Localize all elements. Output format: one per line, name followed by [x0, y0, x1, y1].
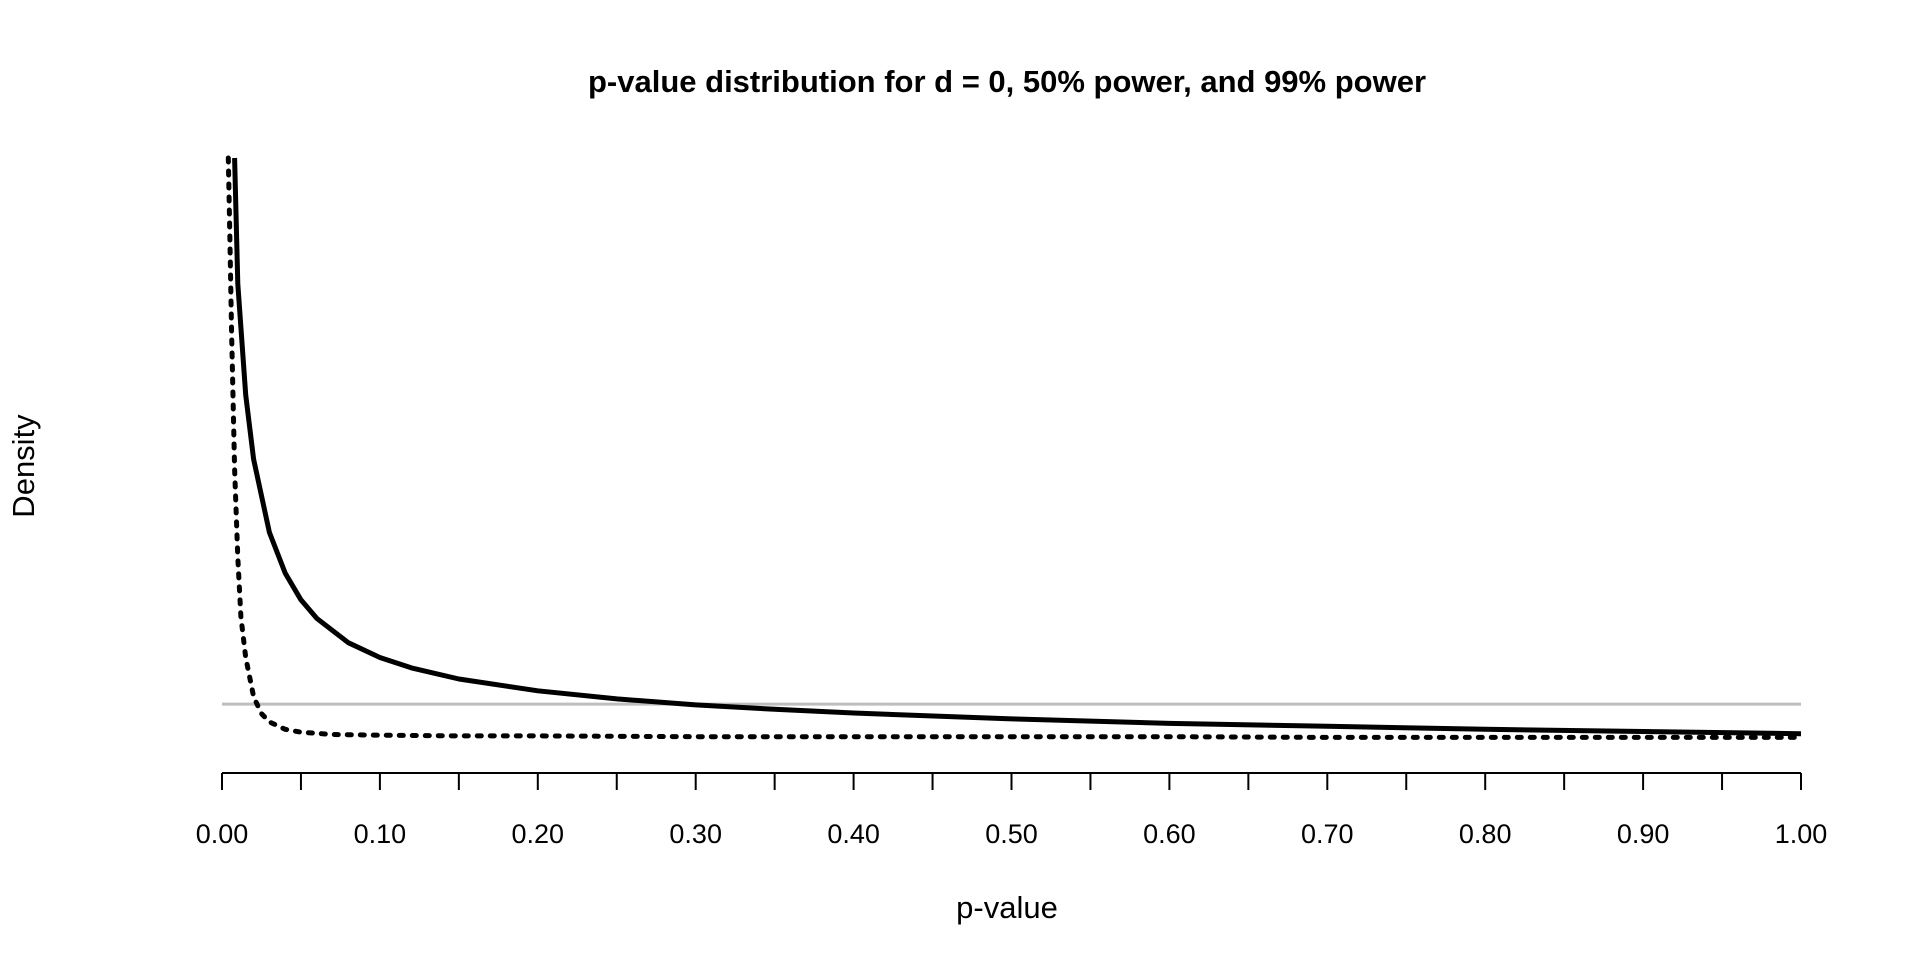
x-tick-label: 0.60 [1143, 819, 1196, 849]
x-tick-label: 0.10 [354, 819, 407, 849]
x-tick-label: 1.00 [1775, 819, 1828, 849]
x-tick-label: 0.00 [196, 819, 249, 849]
series-line-2 [225, 155, 1804, 740]
x-axis-label: p-value [956, 890, 1058, 925]
chart-title: p-value distribution for d = 0, 50% powe… [588, 64, 1426, 99]
plot-area [222, 155, 1804, 740]
x-tick-label: 0.50 [985, 819, 1038, 849]
x-tick-label: 0.70 [1301, 819, 1354, 849]
x-tick-label: 0.80 [1459, 819, 1512, 849]
y-axis-label: Density [6, 414, 41, 518]
x-tick-label: 0.30 [669, 819, 722, 849]
series-line-1 [232, 157, 1802, 737]
x-tick-label: 0.20 [512, 819, 565, 849]
x-tick-label: 0.40 [827, 819, 880, 849]
x-tick-label: 0.90 [1617, 819, 1670, 849]
x-axis: 0.00 0.10 0.20 0.30 0.40 0.50 0.60 0.70 0.80 0.90… [196, 772, 1828, 849]
